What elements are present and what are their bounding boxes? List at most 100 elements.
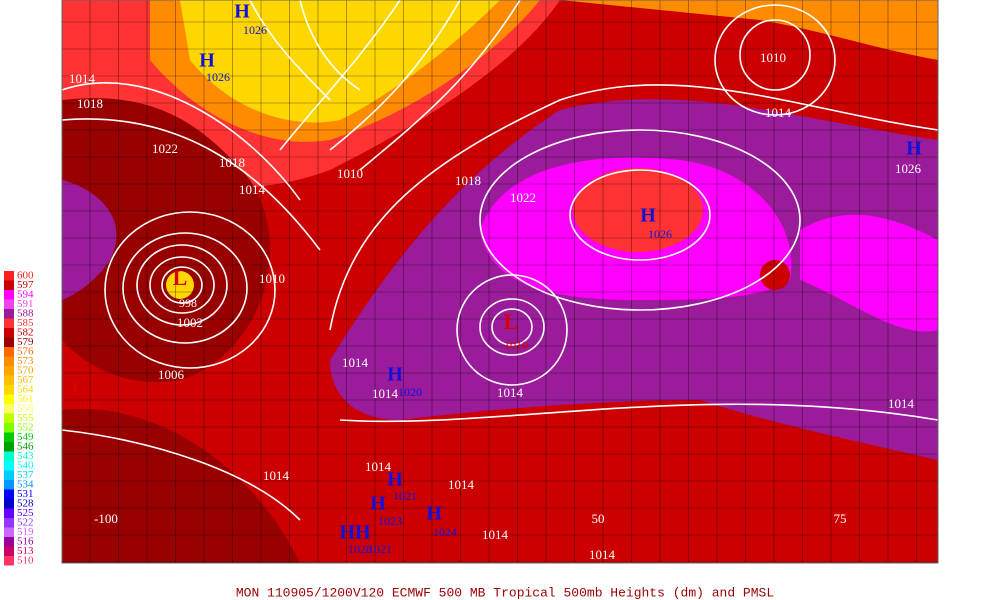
longitude-label: -100: [94, 511, 118, 526]
legend-swatch: [4, 461, 14, 471]
legend-label: 525: [17, 507, 34, 519]
legend-swatch: [4, 271, 14, 281]
legend-swatch: [4, 518, 14, 528]
pressure-label: 1014: [482, 527, 509, 542]
legend: 6005975945915885855825795765735705675645…: [4, 270, 34, 567]
orange-zone-east: [560, 0, 938, 60]
legend-label: 570: [17, 365, 34, 377]
isobars: [62, 0, 938, 521]
legend-swatch: [4, 404, 14, 414]
legend-swatch: [4, 290, 14, 300]
pressure-label: 1002: [177, 315, 203, 330]
pressure-label: 1021: [393, 489, 417, 503]
legend-label: 585: [17, 317, 34, 329]
map: [62, 0, 938, 563]
pressure-label: 1014: [239, 182, 266, 197]
southwest-zone: [62, 408, 300, 563]
pressure-label: 1014: [365, 459, 392, 474]
legend-swatch: [4, 489, 14, 499]
pressure-label: 998: [179, 296, 197, 310]
pressure-label: 1014: [765, 105, 792, 120]
legend-label: 543: [17, 450, 34, 462]
legend-swatch: [4, 280, 14, 290]
legend-swatch: [4, 299, 14, 309]
legend-label: 576: [17, 346, 34, 358]
legend-label: 582: [17, 327, 34, 339]
pressure-label: 1024: [433, 525, 457, 539]
pressure-label: 1010: [504, 338, 528, 352]
pressure-label: 1020: [398, 385, 422, 399]
pressure-label: H: [426, 503, 442, 525]
pressure-label: 1018: [455, 173, 481, 188]
legend-swatch: [4, 527, 14, 537]
pressure-label: 1006: [158, 367, 185, 382]
legend-swatch: [4, 480, 14, 490]
pressure-label: 1023: [378, 514, 402, 528]
legend-label: 567: [17, 374, 34, 386]
pressure-label: 1026: [243, 23, 267, 37]
legend-label: 528: [17, 498, 34, 510]
legend-label: 546: [17, 441, 34, 453]
pressure-label: HH: [339, 522, 371, 544]
pressure-label: 1010: [259, 271, 285, 286]
caption: MON 110905/1200V120 ECMWF 500 MB Tropica…: [236, 585, 774, 600]
legend-label: 594: [17, 289, 34, 301]
legend-swatch: [4, 499, 14, 509]
legend-label: 600: [17, 270, 34, 282]
legend-swatch: [4, 394, 14, 404]
pressure-label: 1028: [348, 542, 372, 556]
pressure-label: L: [504, 309, 519, 334]
red-cell: [760, 260, 790, 290]
magenta-east: [800, 214, 938, 332]
pressure-label: H: [387, 364, 403, 386]
pressure-label: 1010: [337, 166, 363, 181]
pressure-label: 1014: [263, 468, 290, 483]
legend-label: 561: [17, 393, 34, 405]
pressure-label: 1010: [760, 50, 786, 65]
legend-swatch: [4, 385, 14, 395]
pressure-label: 1014: [342, 355, 369, 370]
legend-swatch: [4, 318, 14, 328]
legend-swatch: [4, 442, 14, 452]
legend-swatch: [4, 423, 14, 433]
legend-swatch: [4, 537, 14, 547]
pressure-label: L: [173, 265, 188, 290]
pressure-label: 1021: [368, 542, 392, 556]
pressure-label: H: [387, 469, 403, 491]
legend-label: 534: [17, 479, 34, 491]
pressure-label: 1006: [78, 398, 102, 412]
legend-label: 597: [17, 279, 34, 291]
legend-label: 540: [17, 460, 34, 472]
legend-label: 537: [17, 469, 34, 481]
legend-label: 564: [17, 384, 34, 396]
pressure-label: 1014: [448, 477, 475, 492]
legend-swatch: [4, 413, 14, 423]
legend-label: 552: [17, 422, 34, 434]
pressure-label: 1014: [888, 396, 915, 411]
legend-swatch: [4, 328, 14, 338]
legend-swatch: [4, 356, 14, 366]
pressure-label: 1026: [895, 161, 922, 176]
legend-label: 549: [17, 431, 34, 443]
legend-swatch: [4, 556, 14, 566]
legend-swatch: [4, 347, 14, 357]
pressure-label: 1022: [510, 190, 536, 205]
grid: [62, 0, 938, 563]
pressure-label: 1022: [152, 141, 178, 156]
legend-swatch: [4, 470, 14, 480]
legend-swatch: [4, 546, 14, 556]
low-trough: [62, 98, 271, 382]
legend-label: 519: [17, 526, 34, 538]
pressure-label: 1018: [219, 155, 245, 170]
purple-west: [62, 180, 117, 300]
legend-swatch: [4, 508, 14, 518]
legend-label: 513: [17, 545, 34, 557]
legend-label: 516: [17, 536, 34, 548]
legend-label: 573: [17, 355, 34, 367]
legend-label: 522: [17, 517, 34, 529]
pressure-label: 1014: [372, 386, 399, 401]
legend-swatch: [4, 337, 14, 347]
legend-label: 558: [17, 403, 34, 415]
